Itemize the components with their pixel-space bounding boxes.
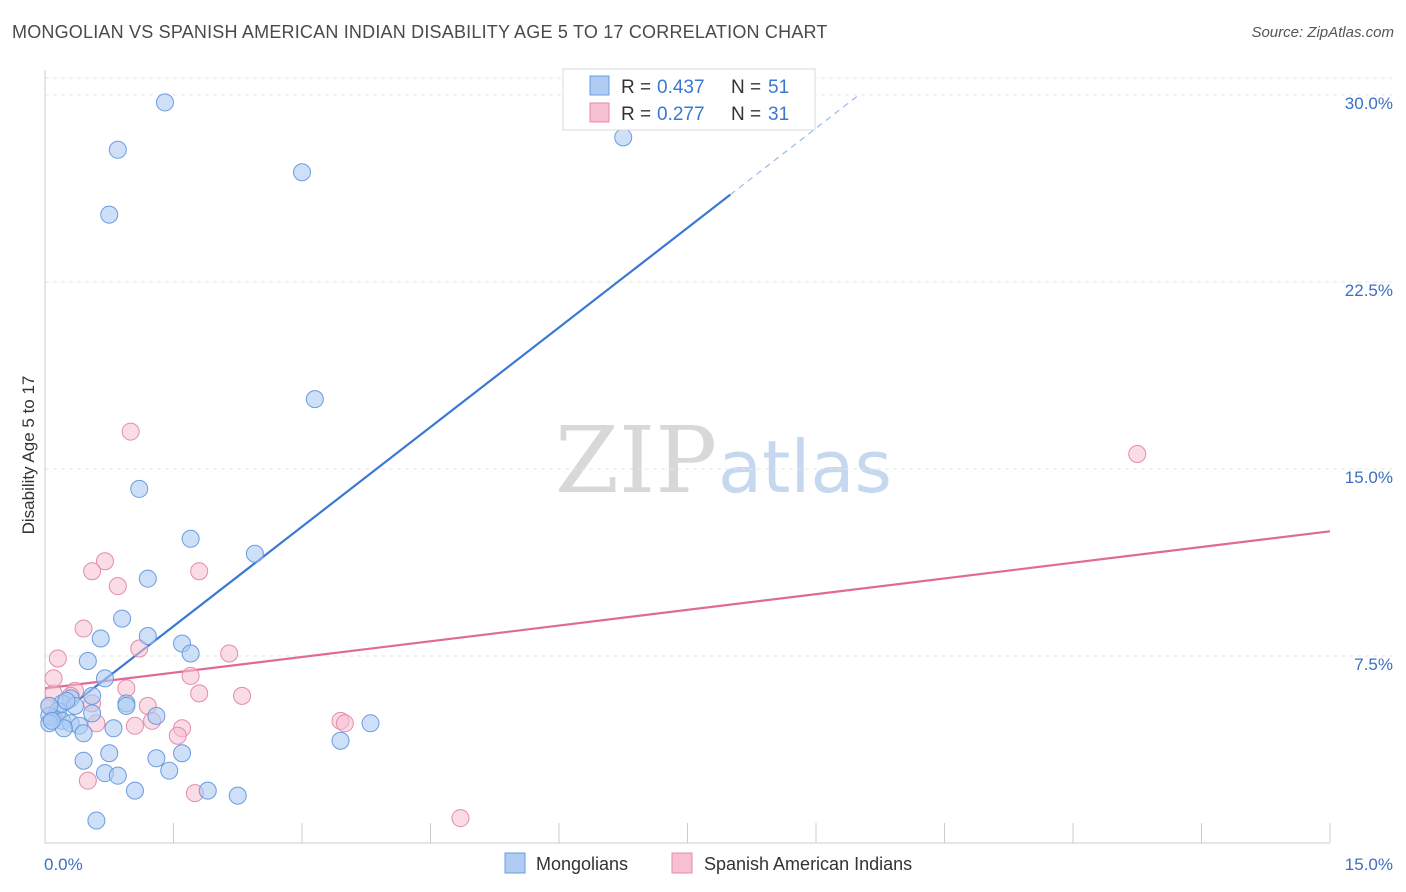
legend-r-value-2: 0.277 — [657, 104, 705, 125]
y-axis-title: Disability Age 5 to 17 — [19, 376, 38, 535]
point-mongolians — [117, 696, 136, 715]
point-mongolians — [87, 811, 106, 830]
point-mongolians — [331, 731, 350, 750]
y-tick-labels: 7.5% 15.0% 22.5% 30.0% — [1345, 94, 1393, 674]
legend-n-label-2: N = — [731, 104, 761, 125]
legend-r-label-1: R = — [621, 77, 651, 98]
point-mongolians — [293, 163, 311, 182]
legend-swatch-mongolians — [589, 75, 610, 96]
bottom-legend-swatch-mongolians — [504, 852, 526, 874]
point-spanish-american-indians — [44, 669, 63, 688]
point-mongolians — [83, 686, 102, 705]
trend-line-mongolians-extension — [729, 94, 860, 196]
point-spanish-american-indians — [78, 771, 97, 790]
trend-line-mongolians — [44, 193, 732, 727]
point-mongolians — [198, 781, 217, 800]
point-spanish-american-indians — [1128, 445, 1147, 464]
watermark-atlas: atlas — [718, 425, 892, 509]
x-tick-min: 0.0% — [44, 855, 83, 874]
legend-swatch-spanish-american-indians — [589, 102, 610, 123]
trend-lines — [44, 94, 1331, 727]
point-mongolians — [138, 627, 157, 646]
legend-r-label-2: R = — [621, 104, 651, 125]
point-mongolians — [173, 744, 192, 763]
point-mongolians — [57, 691, 76, 710]
y-tick-label: 15.0% — [1345, 468, 1393, 487]
point-mongolians — [95, 669, 114, 688]
legend-n-value-2: 31 — [768, 104, 789, 125]
point-mongolians — [160, 761, 179, 780]
point-spanish-american-indians — [233, 686, 252, 705]
point-spanish-american-indians — [117, 679, 136, 698]
point-spanish-american-indians — [108, 577, 127, 596]
point-spanish-american-indians — [168, 726, 187, 745]
point-mongolians — [228, 786, 247, 805]
point-mongolians — [147, 706, 166, 725]
point-mongolians — [361, 714, 380, 733]
bottom-legend-spanish-american-indians: Spanish American Indians — [704, 854, 912, 874]
legend-r-value-1: 0.437 — [657, 77, 705, 98]
y-tick-label: 7.5% — [1354, 655, 1393, 674]
point-mongolians — [614, 128, 633, 147]
point-mongolians — [40, 696, 59, 715]
stats-legend: R = 0.437 N = 51 R = 0.277 N = 31 — [562, 68, 816, 131]
point-spanish-american-indians — [190, 562, 209, 581]
point-spanish-american-indians — [220, 644, 239, 663]
point-spanish-american-indians — [125, 716, 144, 735]
point-mongolians — [100, 205, 119, 224]
point-spanish-american-indians — [83, 562, 102, 581]
point-mongolians — [113, 609, 132, 628]
point-mongolians — [78, 651, 97, 670]
chart-title: MONGOLIAN VS SPANISH AMERICAN INDIAN DIS… — [12, 22, 828, 42]
source-label: Source: ZipAtlas.com — [1251, 24, 1394, 41]
point-mongolians — [74, 751, 93, 770]
bottom-legend-swatch-spanish — [671, 852, 693, 874]
y-tick-label: 22.5% — [1345, 281, 1393, 300]
point-mongolians — [138, 569, 157, 588]
point-spanish-american-indians — [181, 666, 200, 685]
watermark-zip: ZIP — [555, 407, 717, 514]
series-legend: Mongolians Spanish American Indians — [504, 852, 912, 874]
point-mongolians — [104, 719, 123, 738]
legend-n-value-1: 51 — [768, 77, 789, 98]
point-mongolians — [305, 390, 324, 409]
legend-n-label-1: N = — [731, 77, 761, 98]
point-spanish-american-indians — [451, 809, 470, 828]
point-mongolians — [155, 93, 174, 112]
point-mongolians — [181, 644, 200, 663]
point-mongolians — [91, 629, 110, 648]
point-mongolians — [245, 544, 264, 563]
point-spanish-american-indians — [74, 619, 93, 638]
point-mongolians — [108, 766, 127, 785]
point-spanish-american-indians — [190, 684, 209, 703]
point-spanish-american-indians — [335, 714, 354, 733]
point-mongolians — [130, 479, 149, 498]
x-tick-max: 15.0% — [1345, 855, 1393, 874]
point-spanish-american-indians — [130, 639, 149, 658]
point-spanish-american-indians — [48, 649, 67, 668]
point-mongolians — [108, 140, 127, 159]
point-mongolians — [181, 529, 200, 548]
data-points — [40, 93, 1147, 830]
point-spanish-american-indians — [121, 422, 140, 441]
point-mongolians — [74, 724, 93, 743]
y-tick-label: 30.0% — [1345, 94, 1393, 113]
point-mongolians — [125, 781, 144, 800]
point-mongolians — [147, 749, 166, 768]
point-mongolians — [42, 711, 61, 730]
trend-line-spanish-american-indians — [44, 530, 1331, 690]
point-mongolians — [83, 704, 102, 723]
point-spanish-american-indians — [95, 552, 114, 571]
bottom-legend-mongolians: Mongolians — [536, 854, 628, 874]
point-mongolians — [100, 744, 119, 763]
